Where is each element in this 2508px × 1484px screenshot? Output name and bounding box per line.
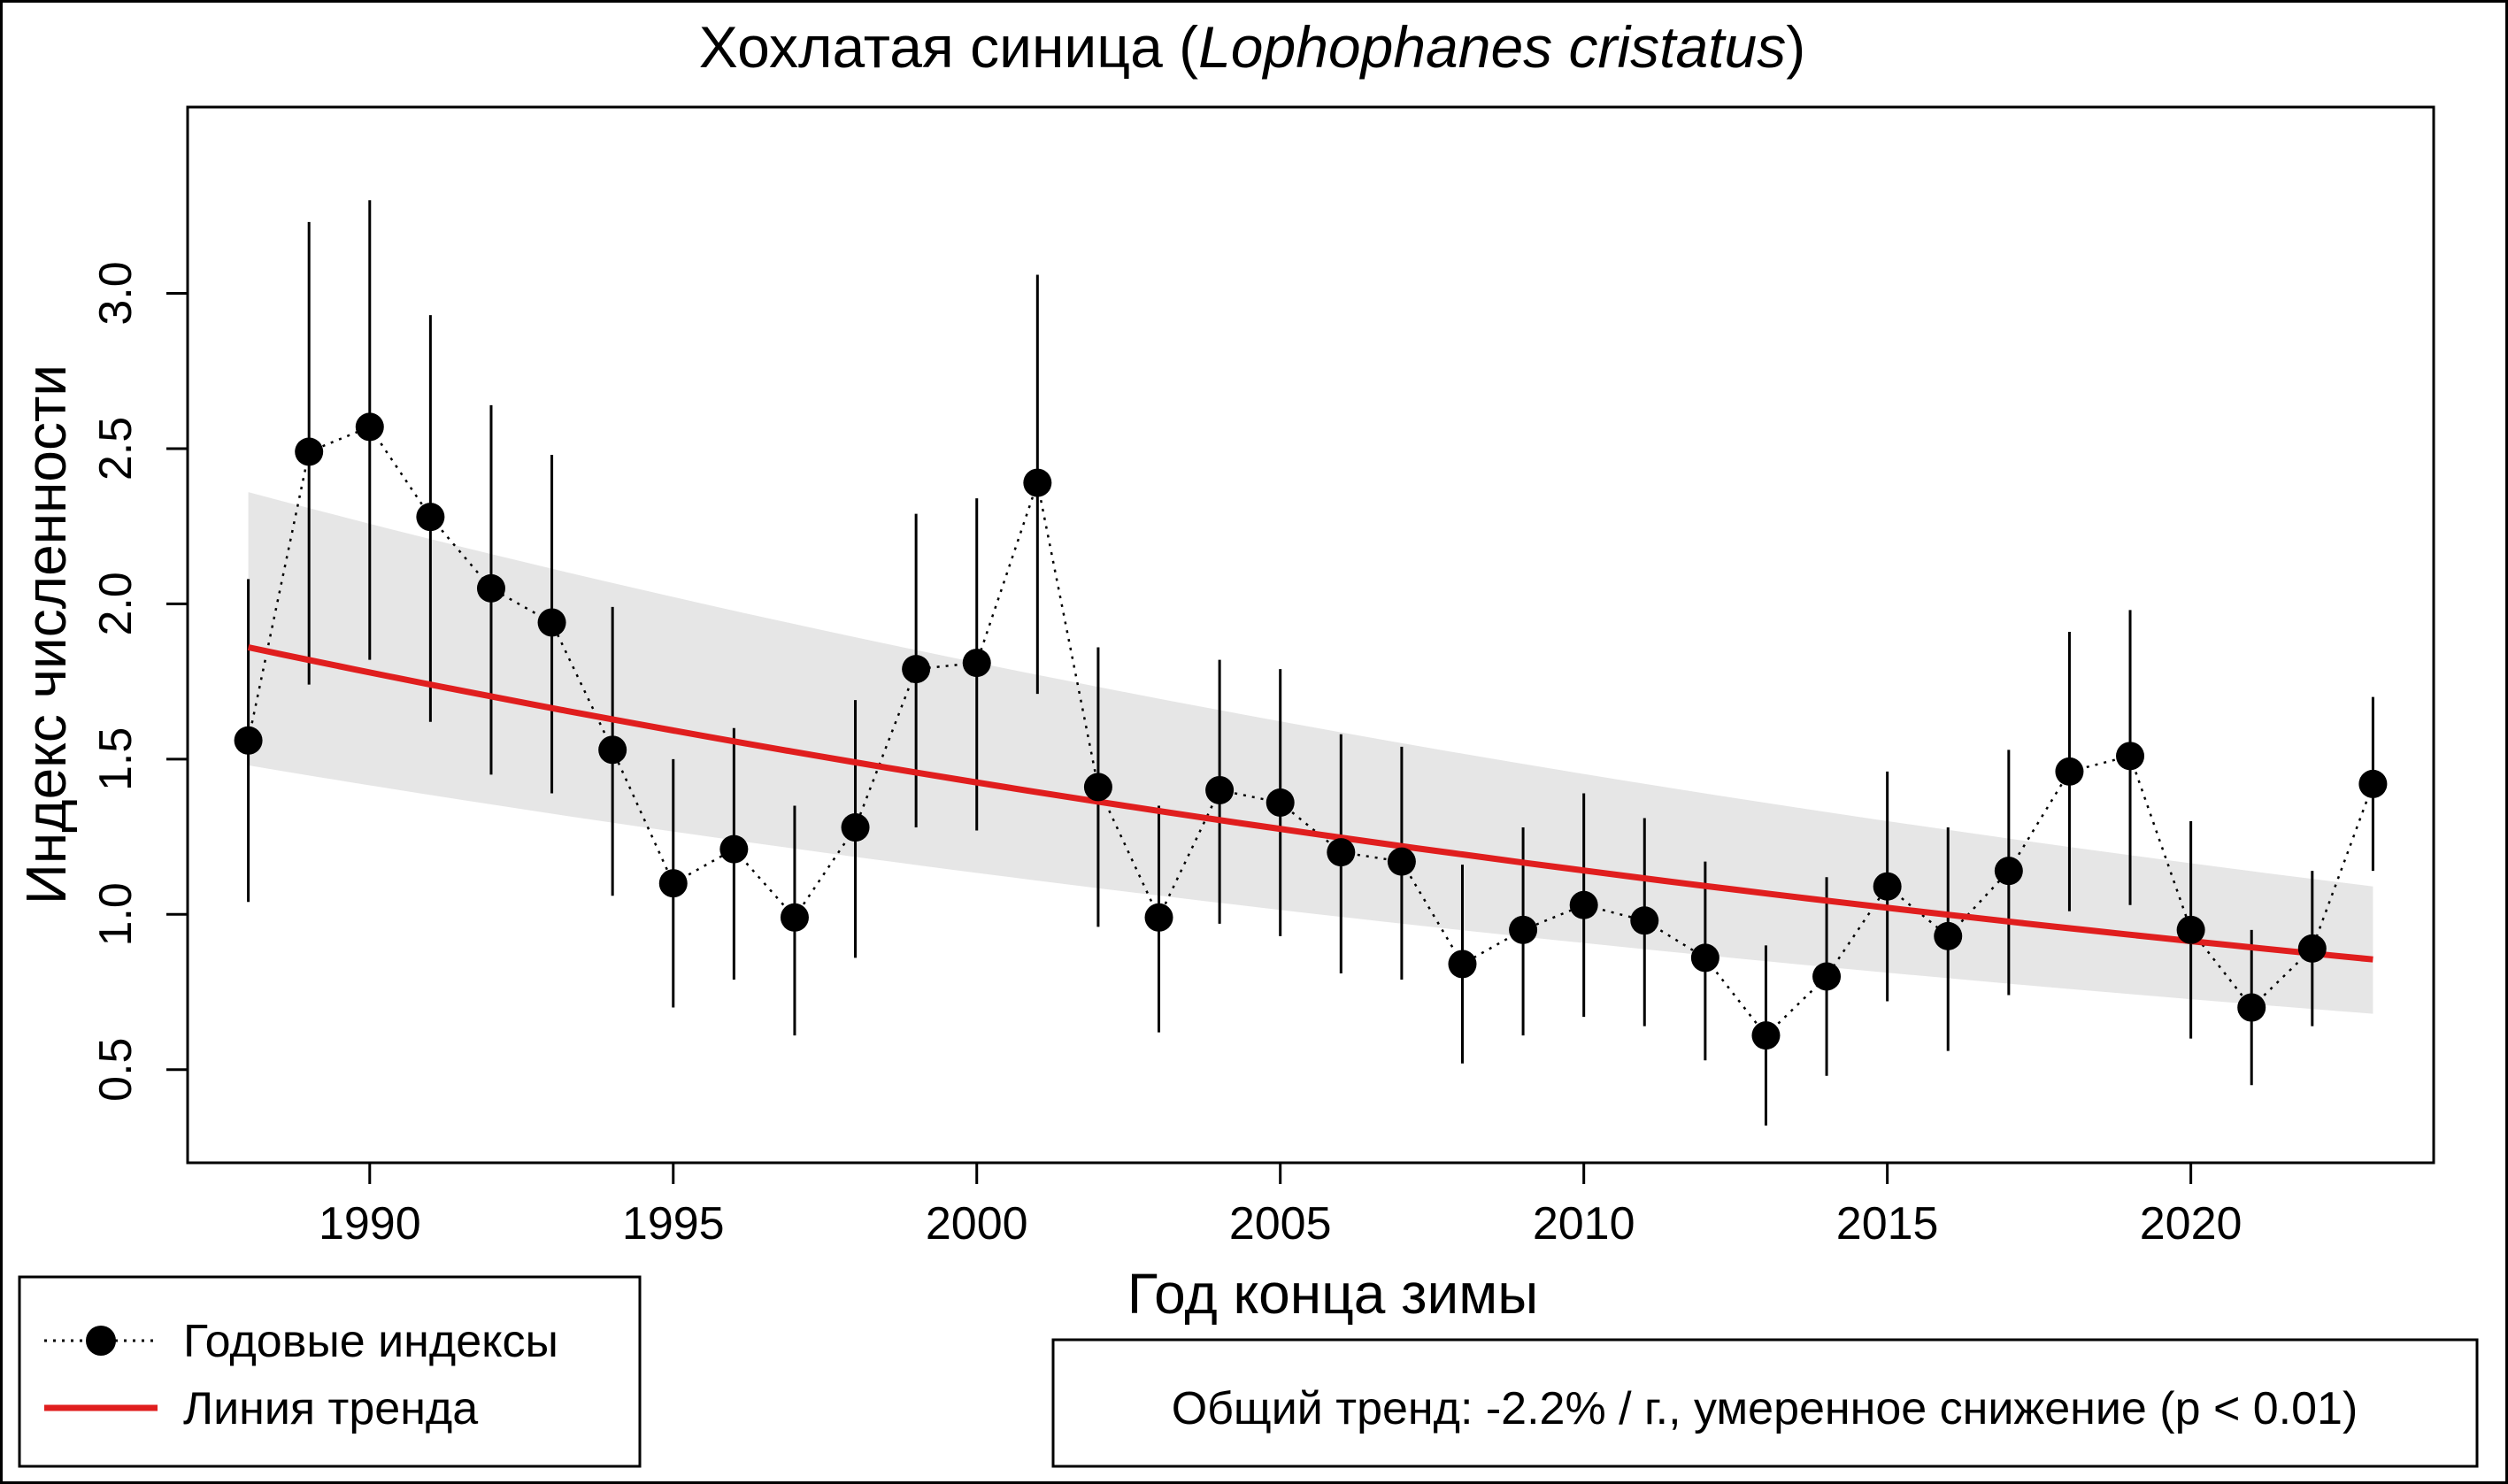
y-tick-label-1: 1.0 [90, 882, 142, 946]
legend-label-trend: Линия тренда [183, 1383, 478, 1434]
data-point-2015 [1873, 872, 1902, 901]
data-point-2017 [1994, 857, 2023, 886]
data-point-2012 [1690, 943, 1719, 973]
data-point-2002 [1083, 773, 1112, 802]
y-tick-label-5: 3.0 [90, 261, 142, 325]
dotted-connector-layer [247, 425, 2374, 1037]
data-point-2019 [2116, 742, 2145, 771]
legend-label-points: Годовые индексы [183, 1316, 558, 1367]
data-point-1991 [416, 503, 445, 532]
data-point-2018 [2055, 757, 2084, 786]
data-point-1989 [295, 437, 324, 466]
confidence-band [248, 492, 2373, 1014]
data-point-2004 [1205, 775, 1235, 804]
data-point-2003 [1144, 903, 1173, 932]
data-point-2000 [962, 649, 991, 678]
data-point-2023 [2358, 769, 2388, 798]
data-point-1995 [658, 869, 688, 898]
x-tick-label-2010: 2010 [1533, 1198, 1635, 1249]
x-tick-label-2000: 2000 [926, 1198, 1028, 1249]
y-tick-label-2: 1.5 [90, 727, 142, 791]
data-point-1992 [476, 573, 505, 603]
trend-annotation: Общий тренд: -2.2% / г., умеренное сниже… [1051, 1338, 2479, 1468]
trend-line-layer [247, 644, 2373, 963]
chart-title-plain-before: Хохлатая синица ( [699, 14, 1198, 80]
data-point-1988 [234, 726, 263, 755]
x-tick-label-1990: 1990 [319, 1198, 421, 1249]
chart-title-plain-after: ) [1786, 14, 1805, 80]
data-point-2006 [1327, 838, 1356, 867]
data-point-1997 [780, 903, 809, 932]
data-point-2011 [1630, 906, 1659, 935]
data-point-2020 [2176, 915, 2205, 944]
legend: Годовые индексы Линия тренда [18, 1275, 642, 1468]
data-point-1996 [719, 834, 749, 864]
x-tick-label-2015: 2015 [1836, 1198, 1939, 1249]
data-point-2010 [1569, 890, 1598, 919]
data-point-1994 [598, 735, 627, 765]
trend-annotation-box [1051, 1338, 2479, 1468]
x-tick-label-1995: 1995 [622, 1198, 725, 1249]
legend-box [18, 1275, 642, 1468]
data-point-1990 [355, 412, 384, 442]
data-point-1993 [537, 608, 566, 637]
trend-annotation-text: Общий тренд: -2.2% / г., умеренное сниже… [1172, 1383, 2358, 1434]
x-axis-label: Год конца зимы [1127, 1262, 1538, 1326]
data-point-2008 [1448, 950, 1477, 979]
y-tick-label-3: 2.0 [90, 572, 142, 635]
data-point-1999 [902, 655, 931, 684]
annual-index-connector [247, 425, 2374, 1037]
data-point-2007 [1387, 847, 1416, 876]
chart-title-italic: Lophophanes cristatus [1198, 14, 1786, 80]
y-axis: 0.5 1.0 1.5 2.0 2.5 3.0 [90, 261, 189, 1102]
y-tick-label-4: 2.5 [90, 417, 142, 481]
data-point-2022 [2297, 934, 2327, 963]
trend-line [247, 644, 2373, 963]
data-point-1998 [841, 813, 870, 842]
y-tick-label-0: 0.5 [90, 1038, 142, 1102]
x-axis: 1990 1995 2000 2005 2010 2015 2020 [319, 1161, 2243, 1249]
points-layer [234, 412, 2388, 1050]
data-point-2013 [1751, 1021, 1781, 1050]
y-axis-label: Индекс численности [14, 365, 78, 904]
data-point-2021 [2237, 993, 2266, 1022]
data-point-2009 [1509, 915, 1538, 944]
data-point-2014 [1812, 962, 1842, 991]
data-point-2001 [1023, 468, 1052, 497]
legend-points-marker [86, 1326, 116, 1356]
confidence-band-layer [248, 492, 2373, 1014]
chart-title: Хохлатая синица (Lophophanes cristatus) [699, 14, 1805, 80]
data-point-2016 [1934, 921, 1963, 950]
x-tick-label-2020: 2020 [2140, 1198, 2243, 1249]
x-tick-label-2005: 2005 [1229, 1198, 1332, 1249]
data-point-2005 [1266, 788, 1295, 817]
